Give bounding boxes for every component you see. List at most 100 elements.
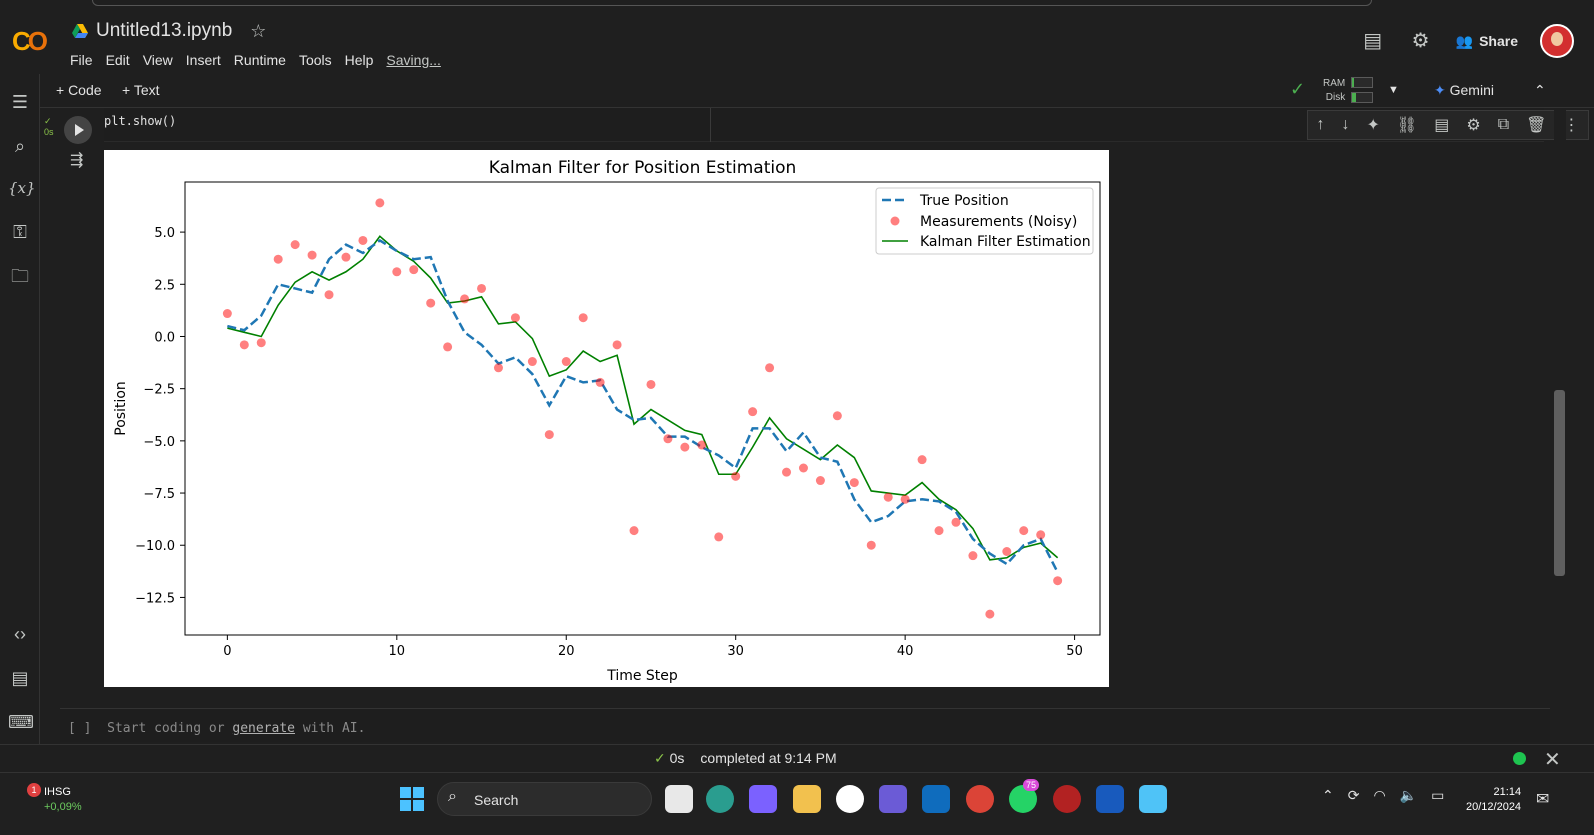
measurement-point	[375, 198, 385, 208]
add-code-button[interactable]: + Code	[56, 82, 102, 98]
sparkle-icon[interactable]: ✦	[1366, 117, 1380, 134]
measurement-point	[256, 338, 266, 348]
menu-tools[interactable]: Tools	[298, 52, 332, 68]
star-icon[interactable]: ☆	[250, 20, 267, 41]
comment-icon[interactable]: ▤	[1434, 117, 1450, 134]
measurement-point	[477, 283, 487, 293]
chart-output: Kalman Filter for Position Estimation 0 10…	[104, 150, 1109, 687]
legend-box	[875, 187, 1094, 255]
more-icon[interactable]: ⋮	[1563, 117, 1580, 134]
battery-icon[interactable]: ▭	[1431, 787, 1445, 803]
share-button[interactable]: 👥 Share	[1456, 33, 1518, 50]
measurement-point	[951, 517, 961, 527]
chart-title: Kalman Filter for Position Estimation	[489, 158, 797, 178]
dell-icon[interactable]	[836, 785, 864, 813]
measurement-point	[578, 313, 588, 323]
move-up-icon[interactable]: ↑	[1316, 116, 1325, 133]
link-icon[interactable]: ⛓	[1396, 117, 1418, 134]
stock-widget[interactable]: 1 IHSG +0,09%	[14, 783, 82, 815]
whatsapp-icon[interactable]: 75	[1009, 779, 1040, 813]
measurement-point	[748, 407, 758, 417]
avatar[interactable]	[1540, 24, 1574, 58]
browser-top-strip	[0, 0, 1594, 8]
terminal-icon[interactable]: ⌨	[8, 712, 34, 732]
measurement-point	[341, 252, 351, 262]
menu-edit[interactable]: Edit	[105, 52, 130, 68]
disk-gauge[interactable]	[1351, 92, 1373, 103]
empty-code-cell[interactable]: [ ] Start coding or generate with AI.	[60, 708, 1550, 742]
app-icon[interactable]	[1053, 785, 1081, 813]
menu-runtime[interactable]: Runtime	[233, 52, 286, 68]
edge-icon[interactable]	[706, 785, 734, 813]
add-text-button[interactable]: + Text	[122, 82, 160, 98]
outlook-icon[interactable]	[922, 785, 950, 813]
volume-icon[interactable]: 🔈	[1399, 787, 1418, 803]
table-of-contents-icon[interactable]: ☰	[11, 92, 29, 112]
colab-logo[interactable]: CO	[12, 26, 48, 56]
notebook-title[interactable]: Untitled13.ipynb	[96, 20, 233, 41]
measurement-point	[815, 476, 825, 486]
chrome-icon[interactable]	[966, 785, 994, 813]
y-axis-label: Position	[113, 381, 129, 436]
run-cell-button[interactable]	[64, 116, 92, 144]
task-view-icon[interactable]	[665, 785, 693, 813]
sync-icon[interactable]: ⟳	[1347, 787, 1360, 803]
comments-icon[interactable]: ▤	[1363, 30, 1383, 52]
measurement-point	[273, 254, 283, 264]
measurement-point	[544, 430, 554, 440]
variables-icon[interactable]: {x}	[8, 179, 36, 197]
clock[interactable]: 21:14 20/12/2024	[1466, 785, 1521, 815]
file-explorer-icon[interactable]	[793, 785, 821, 813]
ram-gauge[interactable]	[1351, 77, 1373, 88]
notepad-icon[interactable]	[1139, 785, 1167, 813]
people-icon: 👥	[1455, 32, 1474, 49]
move-down-icon[interactable]: ↓	[1341, 116, 1350, 133]
scrollbar-thumb[interactable]	[1554, 390, 1565, 576]
settings-icon[interactable]: ⚙	[1466, 117, 1481, 134]
chevron-up-icon[interactable]: ⌃	[1322, 787, 1334, 803]
title-row: Untitled13.ipynb ☆	[72, 20, 266, 42]
measurement-point	[849, 478, 859, 488]
code-snippets-icon[interactable]: ‹›	[14, 624, 26, 644]
left-sidebar: ☰ ⌕ {x} ⚿ 🗀 ‹› ▤ ⌨	[0, 74, 40, 744]
collapse-icon[interactable]: ⌃	[1534, 82, 1546, 98]
measurement-point	[697, 440, 707, 450]
gear-icon[interactable]: ⚙	[1411, 30, 1430, 52]
y-tick-label: −2.5	[143, 383, 175, 398]
copilot-icon[interactable]	[749, 785, 777, 813]
runtime-dropdown-icon[interactable]: ▼	[1388, 84, 1399, 96]
code-editor[interactable]: plt.show() ↑ ↓ ✦ ⛓ ▤ ⚙ ⧉ 🗑 ⋮	[104, 108, 1589, 142]
menu-help[interactable]: Help	[344, 52, 374, 68]
delete-icon[interactable]: 🗑	[1526, 117, 1547, 134]
notebook-toolbar: + Code + Text ✓ RAM Disk ▼ ✦ Gemini ⌃	[40, 74, 1594, 108]
word-icon[interactable]	[1096, 785, 1124, 813]
command-palette-icon[interactable]: ▤	[11, 668, 29, 688]
generate-link[interactable]: generate	[232, 721, 295, 736]
y-tick-label: −5.0	[143, 435, 175, 450]
search-icon[interactable]: ⌕	[14, 136, 26, 156]
measurement-point	[714, 532, 724, 542]
taskbar-search[interactable]: ⌕ Search	[437, 782, 652, 816]
app-icon[interactable]	[879, 785, 907, 813]
menu-insert[interactable]: Insert	[185, 52, 221, 68]
code-line[interactable]: plt.show()	[104, 114, 177, 128]
gemini-button[interactable]: ✦ Gemini	[1434, 82, 1494, 99]
key-icon[interactable]: ⚿	[13, 222, 27, 242]
clock-time: 21:14	[1493, 786, 1522, 798]
menu-file[interactable]: File	[70, 52, 93, 68]
search-label: Search	[474, 792, 519, 808]
measurement-point	[324, 290, 334, 300]
windows-start-icon[interactable]	[400, 787, 424, 811]
saving-status[interactable]: Saving...	[386, 52, 441, 68]
folder-icon[interactable]: 🗀	[11, 266, 29, 286]
mirror-cell-icon[interactable]: ⧉	[1497, 116, 1510, 133]
output-toggle-icon[interactable]: ⇶	[70, 152, 84, 169]
notification-icon[interactable]: ✉	[1536, 791, 1550, 808]
kalman-chart: Kalman Filter for Position Estimation 0 10…	[113, 158, 1101, 684]
search-icon: ⌕	[448, 788, 457, 805]
cell-placeholder[interactable]: [ ] Start coding or generate with AI.	[68, 721, 365, 736]
wifi-icon[interactable]: ◠	[1373, 787, 1386, 803]
close-icon[interactable]: ✕	[1544, 749, 1561, 771]
menu-view[interactable]: View	[142, 52, 173, 68]
notebook-scrollbar[interactable]	[1554, 108, 1566, 744]
